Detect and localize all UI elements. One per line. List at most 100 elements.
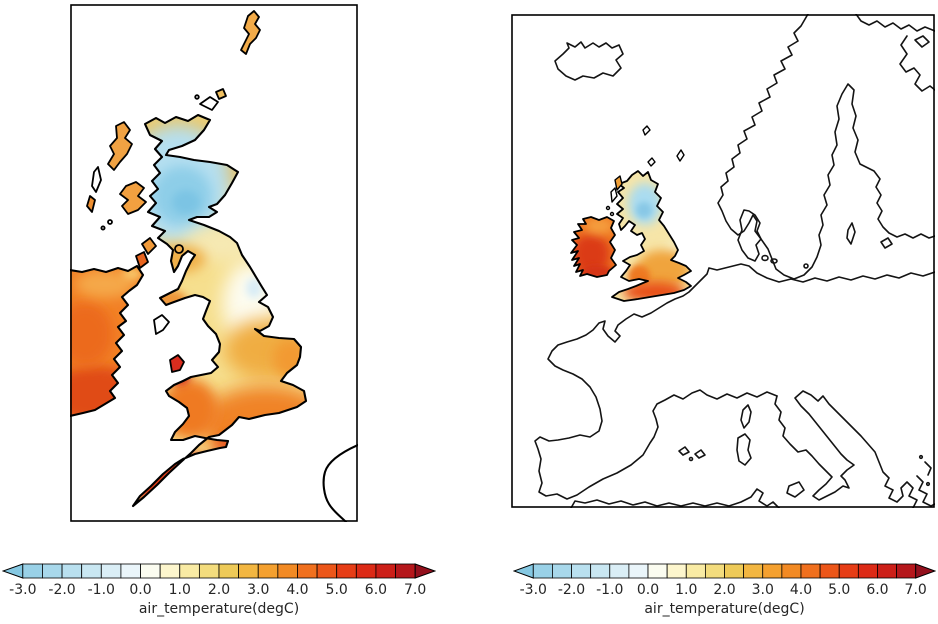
colorbar-segment — [857, 563, 878, 579]
colorbar-segment — [647, 563, 668, 579]
europe-colorbar-ticks: -3.0 -2.0 -1.0 0.0 1.0 2.0 3.0 4.0 5.0 6.0 7.0 — [513, 582, 936, 600]
jura-island — [141, 237, 157, 255]
uk-map-panel — [70, 4, 358, 522]
colorbar-segment — [628, 563, 649, 579]
uk-islands — [86, 10, 261, 373]
skye-island — [119, 181, 147, 215]
hebrides-island — [610, 187, 618, 203]
uk-coastlines — [70, 113, 358, 522]
europe-colorbar: -3.0 -2.0 -1.0 0.0 1.0 2.0 3.0 4.0 5.0 6.0 7.0 air… — [513, 563, 936, 617]
colorbar-tick-label: 7.0 — [904, 582, 927, 598]
colorbar-tick-label: -1.0 — [596, 582, 624, 598]
iceland-coast — [554, 41, 624, 81]
arctic-coast — [855, 14, 935, 32]
colorbar-tick-label: 2.0 — [713, 582, 736, 598]
uist-island — [91, 166, 102, 193]
colorbar-segment — [198, 563, 220, 579]
colorbar-tick-label: 0.0 — [129, 582, 152, 598]
islet — [609, 211, 615, 217]
tiree-islet — [107, 219, 113, 225]
colorbar-segment — [666, 563, 687, 579]
uist-island — [86, 195, 96, 213]
uk-colorbar-label: air_temperature(degC) — [138, 601, 300, 617]
balearic-islet — [688, 456, 694, 462]
colorbar-segment — [218, 563, 240, 579]
continental-europe-coast — [534, 263, 935, 500]
sea-background — [511, 14, 935, 508]
colorbar-segment — [375, 563, 396, 579]
saaremaa-island — [880, 237, 893, 249]
colorbar-segment — [532, 563, 553, 579]
colorbar-segment — [159, 563, 181, 579]
colorbar-over-arrow — [414, 563, 436, 579]
colorbar-tick-label: 1.0 — [168, 582, 191, 598]
colorbar-segment — [355, 563, 377, 579]
colorbar-tick-label: 5.0 — [828, 582, 851, 598]
colorbar-over-arrow — [915, 563, 936, 579]
colorbar-segment — [238, 563, 259, 579]
great-britain-coast — [131, 113, 308, 508]
colorbar-segment — [724, 563, 745, 579]
ireland-coast — [70, 264, 145, 418]
uk-panel-border — [70, 4, 358, 522]
colorbar-segment — [838, 563, 859, 579]
kanin-peninsula — [914, 35, 930, 48]
colorbar-segment — [877, 563, 897, 579]
france-coast — [322, 443, 358, 522]
colorbar-segment — [336, 563, 357, 579]
balearic-island — [694, 449, 706, 459]
arran-island — [174, 244, 184, 254]
colorbar-tick-label: 3.0 — [247, 582, 270, 598]
orkney-islet — [194, 94, 200, 100]
greece-coast — [916, 475, 935, 507]
islay-island — [135, 251, 149, 269]
europe-map-svg — [511, 14, 935, 508]
ireland-coast — [570, 216, 617, 278]
danish-island — [770, 258, 778, 264]
orkney-island — [647, 157, 656, 167]
orkney-island — [215, 88, 227, 100]
colorbar-segment — [120, 563, 141, 579]
colorbar-segment — [316, 563, 338, 579]
colorbar-tick-label: -1.0 — [87, 582, 115, 598]
colorbar-segment — [22, 563, 43, 579]
colorbar-tick-label: -3.0 — [519, 582, 547, 598]
uk-colorbar-ticks: -3.0 -2.0 -1.0 0.0 1.0 2.0 3.0 4.0 5.0 6.0 7.0 — [2, 582, 436, 600]
colorbar-tick-label: 6.0 — [364, 582, 388, 598]
faroe-island — [642, 125, 651, 136]
corsica-island — [740, 404, 752, 429]
uk-ireland-coastlines — [570, 170, 692, 302]
colorbar-segment — [685, 563, 706, 579]
colorbar-segment — [61, 563, 83, 579]
europe-colorbar-gradient — [513, 563, 936, 579]
white-sea-coast — [899, 35, 935, 92]
danish-island — [761, 254, 769, 262]
colorbar-segment — [781, 563, 802, 579]
europe-coastlines — [534, 14, 935, 508]
colorbar-segment — [140, 563, 161, 579]
colorbar-tick-label: 2.0 — [207, 582, 231, 598]
colorbar-segment — [704, 563, 725, 579]
colorbar-tick-label: -3.0 — [9, 582, 37, 598]
colorbar-tick-label: 3.0 — [751, 582, 774, 598]
italy-balkans-coast — [774, 390, 918, 508]
colorbar-tick-label: 0.0 — [636, 582, 660, 598]
balearic-island — [678, 446, 690, 456]
colorbar-segment — [179, 563, 200, 579]
europe-colorbar-label: air_temperature(degC) — [644, 601, 805, 617]
colorbar-tick-label: 4.0 — [286, 582, 309, 598]
hebrides-island — [614, 175, 623, 191]
colorbar-tick-label: -2.0 — [557, 582, 586, 598]
bornholm-island — [803, 263, 809, 269]
europe-panel-border — [511, 14, 935, 508]
colorbar-segment — [609, 563, 630, 579]
lewis-island — [107, 121, 133, 171]
denmark-coast — [737, 209, 762, 262]
colorbar-segment — [277, 563, 298, 579]
orkney-island — [199, 96, 219, 111]
colorbar-segment — [42, 563, 63, 579]
colorbar-segment — [552, 563, 572, 579]
colorbar-under-arrow — [2, 563, 24, 579]
islet — [100, 225, 106, 231]
